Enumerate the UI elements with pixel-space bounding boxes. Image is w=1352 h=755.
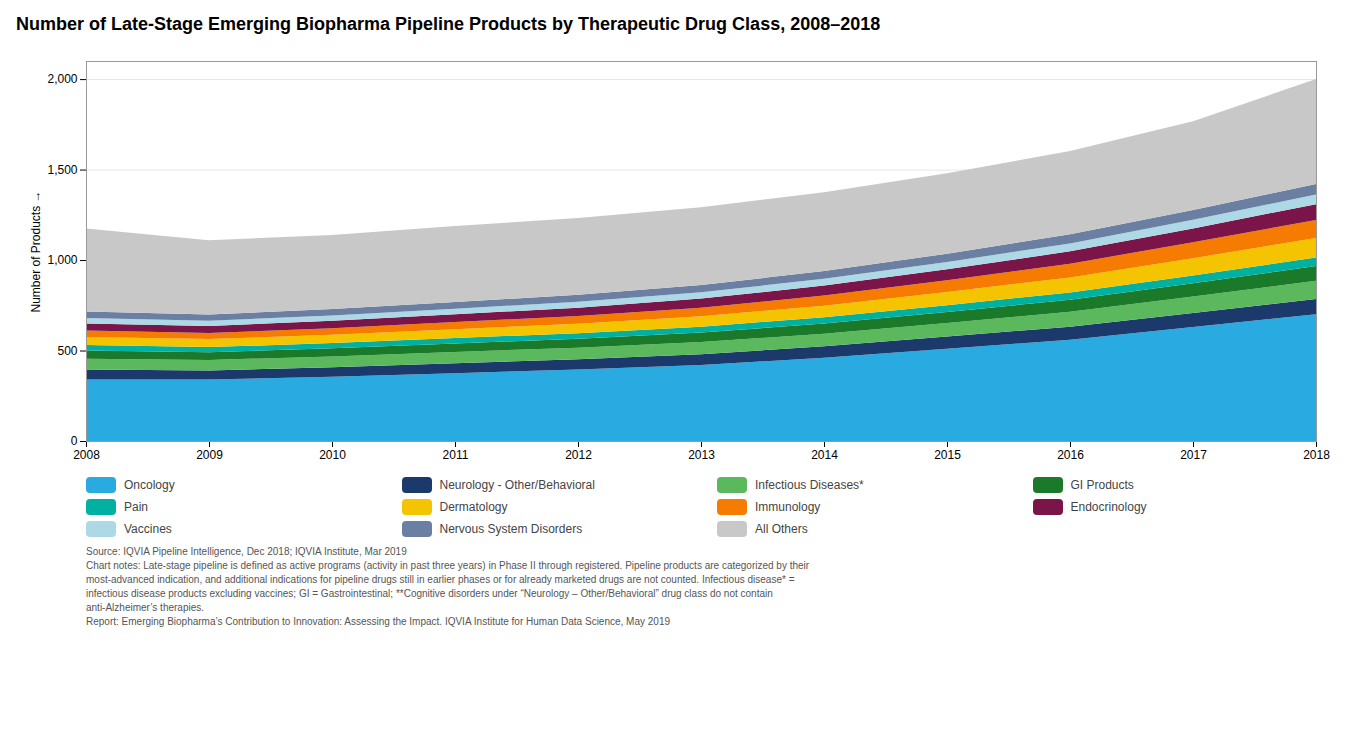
html-text:Pain: Pain — [124, 500, 148, 514]
svg-text:2012: 2012 — [565, 448, 592, 462]
html-text:GI Products: GI Products — [1070, 478, 1134, 492]
svg-text:Number of Products →: Number of Products → — [29, 190, 43, 312]
html-text:Source: IQVIA Pipeline Intelli: Source: IQVIA Pipeline Intelligence, Dec… — [86, 546, 810, 627]
html-text:Endocrinology: Endocrinology — [1070, 500, 1147, 514]
html-text:Vaccines: Vaccines — [124, 522, 172, 536]
svg-text:2008: 2008 — [73, 448, 100, 462]
svg-text:1,000: 1,000 — [47, 253, 77, 267]
svg-text:2014: 2014 — [811, 448, 838, 462]
svg-text:2013: 2013 — [688, 448, 715, 462]
svg-text:2018: 2018 — [1303, 448, 1330, 462]
svg-text:2011: 2011 — [443, 448, 469, 462]
svg-text:2009: 2009 — [196, 448, 223, 462]
svg-text:2015: 2015 — [934, 448, 961, 462]
svg-text:0: 0 — [71, 434, 78, 448]
html-text:Oncology: Oncology — [124, 478, 175, 492]
svg-text:2017: 2017 — [1180, 448, 1207, 462]
html-text:Dermatology: Dermatology — [439, 500, 508, 514]
html-text:Number of Late-Stage Emerging: Number of Late-Stage Emerging Biopharma … — [16, 14, 881, 34]
html-text:Nervous System Disorders: Nervous System Disorders — [439, 522, 583, 536]
svg-text:2010: 2010 — [319, 448, 346, 462]
html-text:All Others: All Others — [755, 522, 808, 536]
html-text:Infectious Diseases*: Infectious Diseases* — [755, 478, 864, 492]
html-text:Immunology: Immunology — [755, 500, 821, 514]
svg-text:2,000: 2,000 — [47, 72, 77, 86]
svg-text:2016: 2016 — [1057, 448, 1084, 462]
html-text:Neurology - Other/Behavioral: Neurology - Other/Behavioral — [439, 478, 595, 492]
svg-text:1,500: 1,500 — [47, 163, 77, 177]
svg-text:500: 500 — [57, 344, 77, 358]
